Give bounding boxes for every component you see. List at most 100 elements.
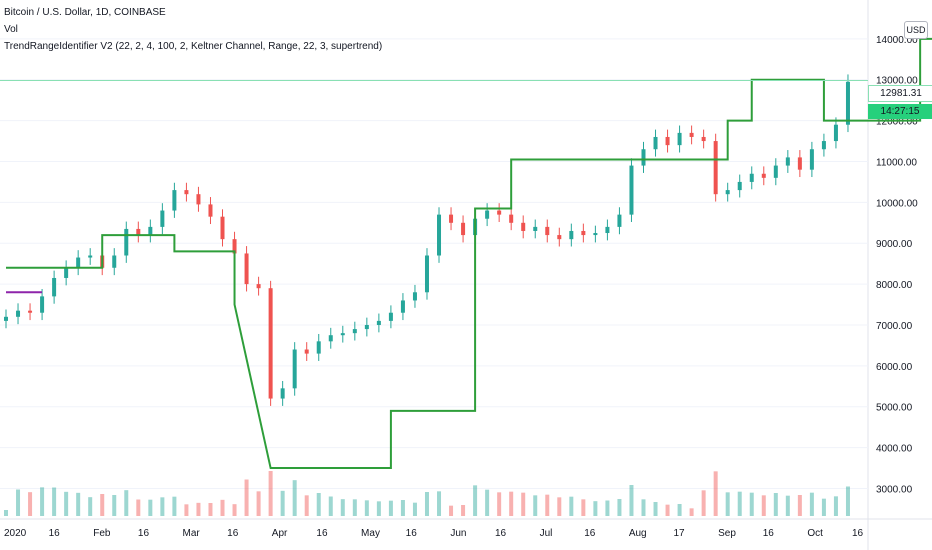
volume-bar bbox=[316, 493, 321, 516]
volume-bar bbox=[605, 500, 610, 516]
volume-bar bbox=[220, 499, 225, 516]
volume-bar bbox=[388, 500, 393, 516]
volume-bar bbox=[581, 499, 586, 516]
y-tick-label: 5000.00 bbox=[876, 403, 913, 414]
candle-body bbox=[304, 349, 309, 354]
volume-bar bbox=[124, 490, 129, 516]
volume-bar bbox=[280, 490, 285, 516]
candle-body bbox=[809, 149, 814, 170]
volume-bar bbox=[292, 480, 297, 516]
volume-bar bbox=[473, 485, 478, 516]
volume-bar bbox=[701, 490, 706, 516]
x-tick-label: 16 bbox=[227, 528, 239, 539]
candle-body bbox=[412, 292, 417, 301]
candle-body bbox=[713, 141, 718, 195]
x-tick-label: Mar bbox=[183, 528, 201, 539]
y-tick-label: 3000.00 bbox=[876, 484, 913, 495]
volume-bar bbox=[641, 499, 646, 516]
candle-body bbox=[364, 324, 369, 330]
volume-bar bbox=[76, 492, 81, 516]
candle-body bbox=[316, 341, 321, 354]
y-tick-label: 6000.00 bbox=[876, 362, 913, 373]
candle-body bbox=[160, 210, 165, 227]
currency-badge[interactable]: USD bbox=[904, 21, 928, 39]
candle-body bbox=[208, 204, 213, 217]
symbol-title[interactable]: Bitcoin / U.S. Dollar, 1D, COINBASE bbox=[4, 7, 166, 18]
volume-bar bbox=[352, 499, 357, 516]
volume-bar bbox=[485, 489, 490, 516]
volume-bar bbox=[461, 505, 466, 516]
candle-body bbox=[797, 157, 802, 170]
volume-bar bbox=[557, 497, 562, 516]
candle-body bbox=[172, 190, 177, 211]
volume-bar bbox=[833, 496, 838, 516]
volume-bar bbox=[809, 492, 814, 516]
y-tick-label: 12000.00 bbox=[876, 117, 918, 128]
volume-bar bbox=[424, 492, 429, 516]
candle-body bbox=[40, 296, 45, 313]
candle-body bbox=[424, 255, 429, 293]
volume-bar bbox=[88, 497, 93, 516]
y-tick-label: 11000.00 bbox=[876, 157, 917, 168]
volume-bar bbox=[304, 495, 309, 516]
volume-bar bbox=[52, 487, 57, 516]
x-tick-label: Oct bbox=[807, 528, 823, 539]
candle-body bbox=[605, 226, 610, 234]
volume-bar bbox=[749, 492, 754, 516]
candle-body bbox=[280, 388, 285, 399]
candle-body bbox=[485, 210, 490, 219]
candle-body bbox=[833, 124, 838, 142]
candle-body bbox=[617, 214, 622, 227]
candle-body bbox=[773, 165, 778, 178]
candle-body bbox=[557, 235, 562, 240]
candle-body bbox=[701, 136, 706, 142]
candle-body bbox=[232, 239, 237, 254]
y-tick-label: 9000.00 bbox=[876, 239, 913, 250]
volume-bar bbox=[64, 491, 69, 516]
candle-body bbox=[581, 230, 586, 236]
volume-indicator-label[interactable]: Vol bbox=[4, 24, 18, 35]
y-tick-label: 7000.00 bbox=[876, 321, 913, 332]
candle-body bbox=[569, 230, 574, 240]
volume-bar bbox=[773, 493, 778, 516]
volume-bar bbox=[232, 504, 237, 516]
trend-range-indicator-label[interactable]: TrendRangeIdentifier V2 (22, 2, 4, 100, … bbox=[4, 41, 383, 52]
candle-body bbox=[352, 329, 357, 334]
volume-bar bbox=[569, 496, 574, 516]
x-tick-label: 17 bbox=[673, 528, 685, 539]
candle-body bbox=[545, 226, 550, 236]
x-tick-label: Apr bbox=[272, 528, 288, 539]
candle-body bbox=[292, 349, 297, 389]
volume-bar bbox=[40, 487, 45, 516]
volume-bar bbox=[437, 491, 442, 516]
volume-bar bbox=[412, 502, 417, 516]
volume-bar bbox=[845, 486, 850, 516]
candle-body bbox=[112, 255, 117, 268]
candle-body bbox=[256, 284, 261, 289]
x-tick-label: 16 bbox=[138, 528, 150, 539]
y-tick-label: 4000.00 bbox=[876, 444, 913, 455]
candle-body bbox=[509, 214, 514, 223]
volume-bar bbox=[545, 494, 550, 516]
volume-bar bbox=[268, 471, 273, 516]
volume-bar bbox=[449, 505, 454, 516]
candle-body bbox=[220, 216, 225, 240]
x-tick-label: Feb bbox=[93, 528, 111, 539]
volume-bar bbox=[617, 499, 622, 516]
candle-body bbox=[148, 226, 153, 236]
candle-body bbox=[785, 157, 790, 166]
volume-bar bbox=[533, 495, 538, 516]
candle-body bbox=[16, 310, 21, 317]
candle-body bbox=[677, 132, 682, 146]
volume-bar bbox=[761, 495, 766, 516]
candle-body bbox=[244, 253, 249, 285]
candle-body bbox=[376, 320, 381, 325]
volume-bar bbox=[256, 491, 261, 516]
x-tick-label: 16 bbox=[316, 528, 328, 539]
y-tick-label: 13000.00 bbox=[876, 76, 918, 87]
x-tick-label: 16 bbox=[495, 528, 507, 539]
volume-bar bbox=[821, 498, 826, 516]
candle-body bbox=[340, 333, 345, 336]
candle-body bbox=[88, 255, 93, 258]
